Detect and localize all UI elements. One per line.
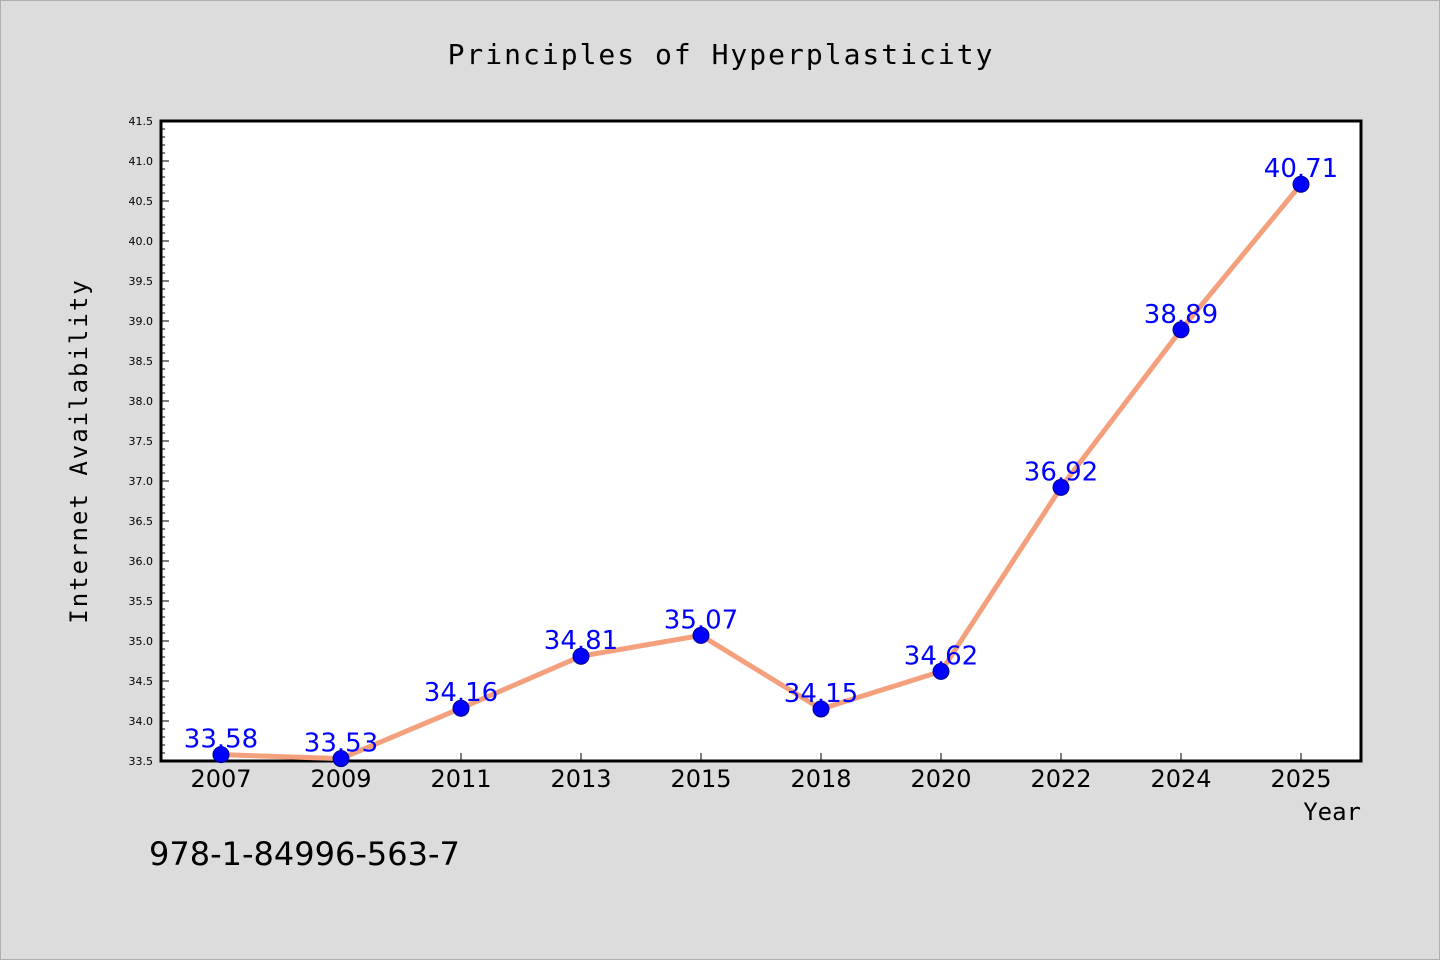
y-tick-label: 41.0 bbox=[129, 155, 154, 168]
y-axis: 33.5 34.0 34.5 35.0 35.5 36.0 36.5 37.0 37.5 38.0… bbox=[129, 115, 169, 768]
data-label: 40.71 bbox=[1264, 154, 1338, 184]
data-label: 34.16 bbox=[424, 678, 498, 708]
y-axis-label: Internet Availability bbox=[65, 278, 93, 623]
data-label: 35.07 bbox=[664, 605, 738, 635]
data-point bbox=[1172, 321, 1190, 339]
data-markers bbox=[212, 175, 1310, 768]
series-line bbox=[218, 181, 1304, 762]
data-point bbox=[1292, 175, 1310, 193]
y-tick-label: 35.0 bbox=[129, 635, 154, 648]
x-tick-label: 2015 bbox=[670, 765, 731, 793]
y-tick-label: 33.5 bbox=[129, 755, 154, 768]
y-tick-label: 39.5 bbox=[129, 275, 154, 288]
x-tick-label: 2009 bbox=[310, 765, 371, 793]
y-tick-label: 36.0 bbox=[129, 555, 154, 568]
x-tick-label: 2022 bbox=[1030, 765, 1091, 793]
x-tick-label: 2024 bbox=[1150, 765, 1211, 793]
data-label: 33.53 bbox=[304, 729, 378, 759]
x-tick-label: 2020 bbox=[910, 765, 971, 793]
y-tick-label: 38.0 bbox=[129, 395, 154, 408]
y-tick-label: 40.0 bbox=[129, 235, 154, 248]
data-label: 34.15 bbox=[784, 679, 858, 709]
y-tick-label: 35.5 bbox=[129, 595, 154, 608]
series-line-group bbox=[218, 181, 1304, 762]
y-tick-label: 39.0 bbox=[129, 315, 154, 328]
x-axis: 2007 2009 2011 2013 2015 2018 2020 2022 2024 2025 bbox=[190, 753, 1332, 793]
data-label: 34.62 bbox=[904, 641, 978, 671]
x-tick-label: 2018 bbox=[790, 765, 851, 793]
x-tick-label: 2007 bbox=[190, 765, 251, 793]
data-point bbox=[812, 700, 830, 718]
y-tick-label: 34.0 bbox=[129, 715, 154, 728]
data-point bbox=[1052, 478, 1070, 496]
data-point bbox=[692, 626, 710, 644]
data-label: 33.58 bbox=[184, 725, 258, 755]
x-tick-label: 2025 bbox=[1270, 765, 1331, 793]
y-tick-label: 38.5 bbox=[129, 355, 154, 368]
y-tick-label: 41.5 bbox=[129, 115, 154, 128]
data-label: 38.89 bbox=[1144, 300, 1218, 330]
chart-title: Principles of Hyperplasticity bbox=[448, 38, 995, 71]
y-tick-label: 37.0 bbox=[129, 475, 154, 488]
data-label: 34.81 bbox=[544, 626, 618, 656]
data-labels: 33.58 33.53 34.16 34.81 35.07 34.15 34.62 36.92… bbox=[184, 154, 1338, 758]
isbn-code: 978-1-84996-563-7 bbox=[149, 835, 460, 873]
y-tick-label: 40.5 bbox=[129, 195, 154, 208]
data-point bbox=[332, 750, 350, 768]
x-tick-label: 2011 bbox=[430, 765, 491, 793]
x-tick-label: 2013 bbox=[550, 765, 611, 793]
data-label: 36.92 bbox=[1024, 457, 1098, 487]
data-point bbox=[452, 699, 470, 717]
y-tick-label: 36.5 bbox=[129, 515, 154, 528]
data-point bbox=[572, 647, 590, 665]
plot-area bbox=[159, 119, 1363, 763]
y-tick-label: 34.5 bbox=[129, 675, 154, 688]
data-point bbox=[212, 746, 230, 764]
data-point bbox=[932, 662, 950, 680]
y-tick-label: 37.5 bbox=[129, 435, 154, 448]
x-axis-label: Year bbox=[1303, 798, 1361, 826]
